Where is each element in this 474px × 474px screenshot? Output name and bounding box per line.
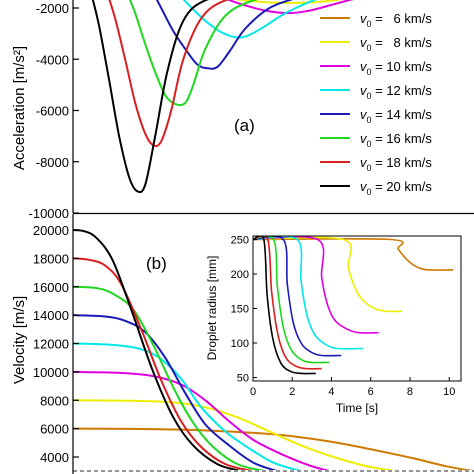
legend-entry-v0-12: v0 = 12 km/s [360, 83, 432, 101]
inset-y-label: Droplet radius [mm] [205, 256, 219, 361]
panel-b-y-ticks: 4000 6000 8000 10000 12000 14000 16000 18000 200… [33, 223, 79, 465]
panel-b-y-tick-label: 6000 [40, 422, 69, 437]
inset-ticks: 0 2 4 6 8 10 50 100 150 200 250 [231, 234, 456, 398]
panel-a-y-tick-label: -6000 [36, 104, 69, 119]
inset-x-tick-label: 10 [443, 386, 455, 398]
inset-y-tick-label: 200 [231, 269, 249, 281]
panel-a-y-tick-label: -4000 [36, 52, 69, 67]
panel-a-y-label: Acceleration [m/s²] [11, 46, 28, 170]
inset-series-line-v0-18 [253, 236, 322, 370]
panel-a-series-line-v0-16 [129, 0, 259, 107]
panel-b-y-tick-label: 10000 [33, 365, 69, 380]
legend: v0 = 6 km/s v0 = 8 km/s v0 = 10 km/s v0 = 1… [320, 11, 432, 197]
panel-a-y-tick-label: -10000 [29, 206, 69, 221]
legend-entry-v0-20: v0 = 20 km/s [360, 179, 432, 197]
inset: 0 2 4 6 8 10 50 100 150 200 250 Time [s] Droplet r… [205, 234, 462, 415]
inset-series [253, 236, 454, 375]
inset-x-tick-label: 0 [250, 386, 256, 398]
panel-a-series-line-v0-20 [91, 0, 210, 194]
panel-b-y-tick-label: 14000 [33, 308, 69, 323]
panel-a-y-tick-label: -8000 [36, 155, 69, 170]
panel-a-series-line-v0-12 [182, 0, 318, 39]
panel-b-series-line-v0-14 [73, 314, 278, 470]
panel-a-y-tick-label: -2000 [36, 1, 69, 16]
inset-x-tick-label: 4 [328, 386, 334, 398]
panel-b-y-tick-label: 16000 [33, 280, 69, 295]
inset-series-line-v0-6 [253, 237, 454, 271]
panel-b-y-tick-label: 4000 [40, 450, 69, 465]
panel-b-series-line-v0-18 [73, 257, 253, 470]
panel-b-y-tick-label: 18000 [33, 251, 69, 266]
inset-x-label: Time [s] [336, 401, 378, 415]
panel-a: -10000 -8000 -6000 -4000 -2000 Acceleration … [11, 0, 474, 221]
panel-b-y-label: Velocity [m/s] [11, 296, 28, 384]
inset-series-line-v0-20 [253, 236, 316, 375]
panel-b-y-tick-label: 20000 [33, 223, 69, 238]
panel-b-series [73, 229, 473, 470]
panel-a-series-line-v0-14 [155, 0, 294, 70]
panel-a-series-line-v0-10 [226, 0, 354, 15]
inset-x-tick-label: 8 [407, 386, 413, 398]
legend-entry-v0-10: v0 = 10 km/s [360, 59, 432, 77]
inset-y-tick-label: 250 [231, 234, 249, 246]
panel-a-label: (a) [234, 116, 255, 135]
panel-b-series-line-v0-20 [73, 229, 241, 470]
inset-series-line-v0-16 [253, 236, 330, 364]
inset-x-tick-label: 2 [289, 386, 295, 398]
inset-series-line-v0-10 [253, 236, 379, 334]
panel-b-y-tick-label: 8000 [40, 393, 69, 408]
inset-series-line-v0-12 [253, 236, 363, 350]
legend-entry-v0-18: v0 = 18 km/s [360, 155, 432, 173]
panel-b-label: (b) [146, 254, 167, 273]
legend-entry-v0-8: v0 = 8 km/s [360, 35, 432, 53]
legend-entry-v0-14: v0 = 14 km/s [360, 107, 432, 125]
panel-b-series-line-v0-16 [73, 285, 265, 470]
inset-y-tick-label: 100 [231, 338, 249, 350]
panel-a-series-line-v0-8 [234, 0, 344, 4]
panel-b-series-line-v0-12 [73, 342, 302, 470]
panel-b: 4000600080001000012000140001600018000200… [11, 214, 474, 474]
inset-series-line-v0-14 [253, 236, 342, 357]
legend-entry-v0-16: v0 = 16 km/s [360, 131, 432, 149]
panel-a-series-line-v0-18 [108, 0, 230, 147]
legend-entry-v0-6: v0 = 6 km/s [360, 11, 432, 29]
panel-b-series-line-v0-8 [73, 399, 397, 470]
panel-a-y-ticks: -10000 -8000 -6000 -4000 -2000 [29, 1, 79, 221]
inset-y-tick-label: 150 [231, 304, 249, 316]
inset-x-tick-label: 6 [368, 386, 374, 398]
inset-y-tick-label: 50 [237, 373, 249, 385]
panel-b-y-tick-label: 12000 [33, 337, 69, 352]
panel-a-series [91, 0, 354, 194]
inset-series-line-v0-8 [253, 236, 403, 313]
panel-b-series-line-v0-6 [73, 427, 473, 470]
panel-b-series-line-v0-10 [73, 370, 330, 470]
inset-background [253, 236, 461, 381]
